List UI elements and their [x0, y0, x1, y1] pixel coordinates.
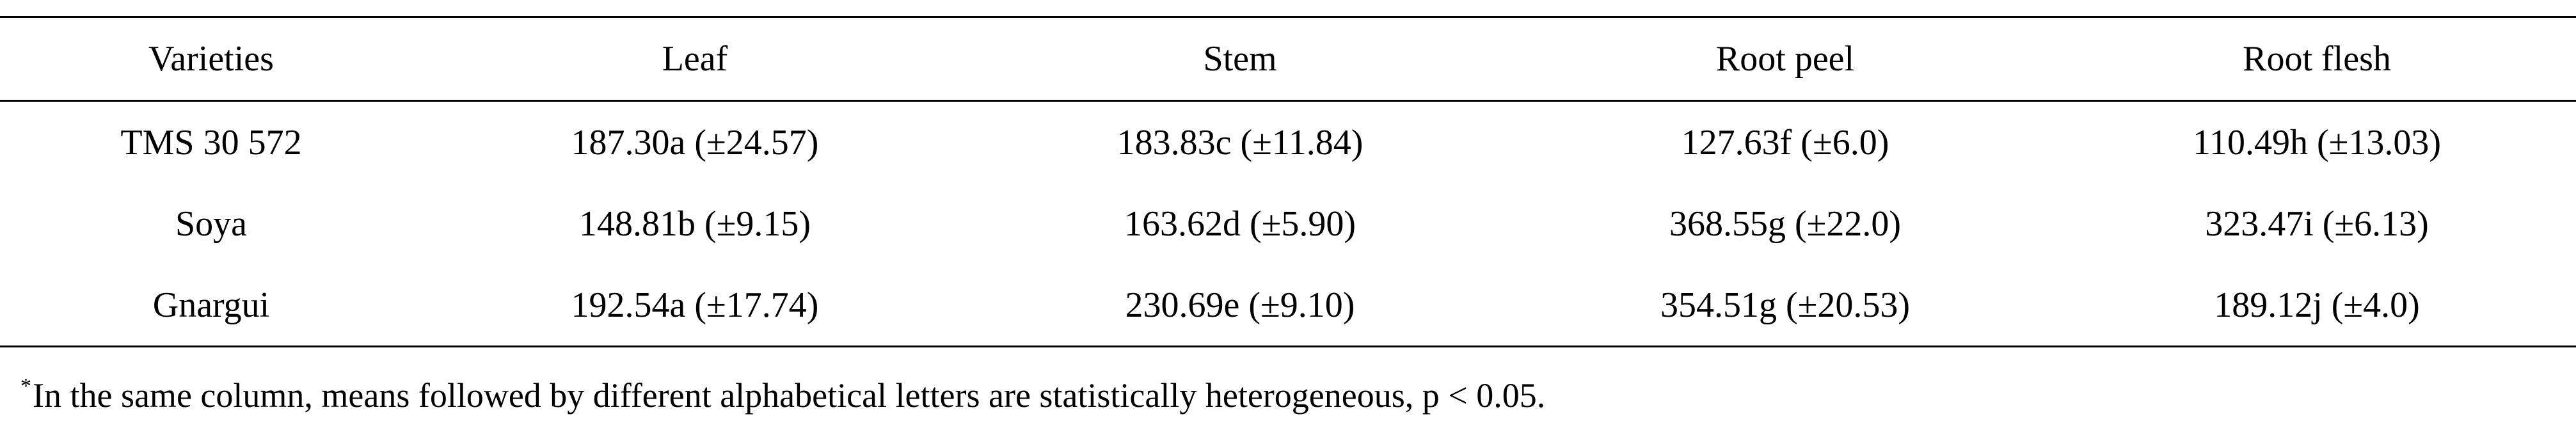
header-varieties: Varieties [148, 39, 274, 79]
cell-leaf: 187.30a (±24.57) [571, 122, 819, 163]
header-stem: Stem [1203, 39, 1277, 79]
footnote-marker: * [20, 374, 31, 398]
header-leaf: Leaf [662, 39, 728, 79]
table-row: TMS 30 572 187.30a (±24.57) 183.83c (±11… [0, 101, 2576, 184]
table-footnote: *In the same column, means followed by d… [20, 374, 1545, 415]
footnote-text: In the same column, means followed by di… [33, 376, 1546, 415]
cell-root-peel: 127.63f (±6.0) [1681, 122, 1889, 163]
cell-root-flesh: 189.12j (±4.0) [2214, 285, 2420, 325]
results-table: Varieties Leaf Stem Root peel Root flesh… [0, 16, 2576, 347]
header-root-peel: Root peel [1715, 39, 1855, 79]
results-table-container: Varieties Leaf Stem Root peel Root flesh… [0, 16, 2576, 347]
cell-variety: TMS 30 572 [120, 122, 302, 163]
cell-stem: 230.69e (±9.10) [1125, 285, 1355, 325]
header-root-flesh: Root flesh [2243, 39, 2391, 79]
cell-stem: 183.83c (±11.84) [1117, 122, 1364, 163]
cell-root-peel: 368.55g (±22.0) [1669, 203, 1902, 244]
cell-variety: Gnargui [152, 285, 270, 325]
table-row: Gnargui 192.54a (±17.74) 230.69e (±9.10)… [0, 264, 2576, 347]
cell-root-peel: 354.51g (±20.53) [1660, 285, 1911, 325]
cell-root-flesh: 110.49h (±13.03) [2193, 122, 2441, 163]
cell-leaf: 192.54a (±17.74) [571, 285, 819, 325]
table-header-row: Varieties Leaf Stem Root peel Root flesh [0, 17, 2576, 101]
cell-leaf: 148.81b (±9.15) [578, 203, 811, 244]
table-row: Soya 148.81b (±9.15) 163.62d (±5.90) 368… [0, 183, 2576, 264]
cell-stem: 163.62d (±5.90) [1124, 203, 1356, 244]
cell-root-flesh: 323.47i (±6.13) [2205, 203, 2429, 244]
cell-variety: Soya [175, 203, 247, 244]
